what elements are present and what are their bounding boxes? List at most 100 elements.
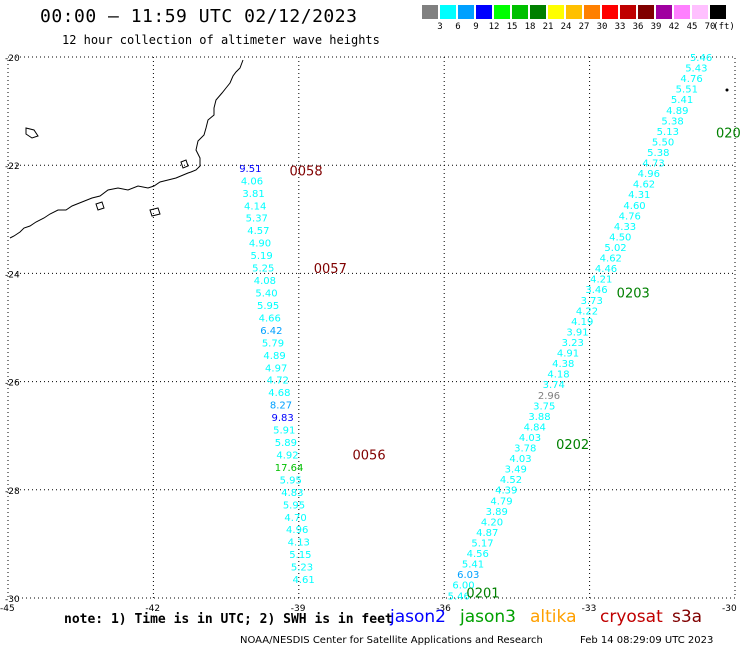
legend-label: 30 xyxy=(596,22,608,32)
satellite-name: altika xyxy=(530,607,577,627)
legend-swatch xyxy=(458,5,474,19)
wave-height-value: 5.41 xyxy=(462,560,484,571)
wave-height-value: 5.46 xyxy=(690,53,712,64)
satellite-name: jason3 xyxy=(460,607,516,627)
legend-label: 45 xyxy=(686,22,698,32)
legend-label: 6 xyxy=(455,22,461,32)
wave-height-value: 5.51 xyxy=(676,85,698,96)
wave-height-value: 4.03 xyxy=(519,433,541,444)
wave-height-value: 5.89 xyxy=(275,438,297,449)
wave-height-value: 4.62 xyxy=(600,254,622,265)
wave-height-value: 4.70 xyxy=(284,513,306,524)
wave-height-value: 5.40 xyxy=(255,288,277,299)
wave-height-value: 4.79 xyxy=(490,496,512,507)
wave-height-value: 2.96 xyxy=(538,391,560,402)
wave-height-value: 3.46 xyxy=(585,285,607,296)
wave-height-value: 4.61 xyxy=(293,575,315,586)
wave-height-value: 4.66 xyxy=(259,313,281,324)
wave-height-value: 5.91 xyxy=(273,426,295,437)
wave-height-value: 5.43 xyxy=(685,64,707,75)
legend-swatch xyxy=(512,5,528,19)
legend-swatch xyxy=(656,5,672,19)
satellite-name: s3a xyxy=(672,607,703,627)
wave-height-value: 5.95 xyxy=(283,500,305,511)
legend-label: 15 xyxy=(506,22,518,32)
legend-label: 21 xyxy=(542,22,554,32)
wave-height-value: 3.91 xyxy=(566,327,588,338)
legend-swatch xyxy=(674,5,690,19)
wave-height-value: 4.90 xyxy=(249,239,271,250)
footer-note: note: 1) Time is in UTC; 2) SWH is in fe… xyxy=(64,612,393,627)
wave-height-value: 4.96 xyxy=(286,525,308,536)
wave-height-value: 5.15 xyxy=(289,550,311,561)
wave-height-value: 4.52 xyxy=(500,475,522,486)
wave-height-value: 4.97 xyxy=(265,363,287,374)
map-grid xyxy=(8,57,735,598)
wave-height-value: 4.92 xyxy=(276,450,298,461)
wave-height-value: 3.23 xyxy=(562,338,584,349)
satellite-name: jason2 xyxy=(390,607,446,627)
wave-height-value: 4.73 xyxy=(642,159,664,170)
page-subtitle: 12 hour collection of altimeter wave hei… xyxy=(62,33,380,47)
legend-unit: (ft) xyxy=(713,22,735,32)
wave-height-value: 4.13 xyxy=(288,538,310,549)
wave-height-value: 5.17 xyxy=(471,539,493,550)
axis-labels: -20-22-24-26-28-30-45 -42 -39 -36 -33 -30 xyxy=(0,54,737,614)
legend-label: 33 xyxy=(614,22,626,32)
legend-swatch xyxy=(530,5,546,19)
wave-height-value: 4.20 xyxy=(481,517,503,528)
pass-time-label: 0057 xyxy=(314,262,347,277)
island-path xyxy=(95,201,105,211)
legend-swatch xyxy=(494,5,510,19)
pass-time-label: 0203 xyxy=(617,286,650,301)
map-frame xyxy=(7,56,736,599)
legend-swatch xyxy=(620,5,636,19)
pass-time-label: 0204 xyxy=(716,127,740,142)
legend-swatch xyxy=(548,5,564,19)
lon-tick-label: -42 xyxy=(145,604,160,614)
legend-label: 12 xyxy=(488,22,500,32)
wave-height-value: 4.68 xyxy=(268,388,290,399)
wave-height-value: 3.88 xyxy=(528,412,550,423)
page-title: 00:00 — 11:59 UTC 02/12/2023 xyxy=(40,6,358,27)
wave-height-value: 4.89 xyxy=(666,106,688,117)
wave-height-value: 5.37 xyxy=(246,214,268,225)
lat-tick-label: -24 xyxy=(5,270,20,280)
legend-label: 36 xyxy=(632,22,644,32)
wave-height-value: 4.21 xyxy=(590,275,612,286)
legend-label: 39 xyxy=(650,22,662,32)
wave-height-value: 4.08 xyxy=(254,276,276,287)
island-path xyxy=(25,127,39,139)
wave-height-value: 5.46 xyxy=(448,591,470,602)
lon-tick-label: -33 xyxy=(582,604,597,614)
wave-height-value: 4.84 xyxy=(524,422,546,433)
wave-height-value: 4.60 xyxy=(623,201,645,212)
lat-tick-label: -26 xyxy=(5,379,20,389)
wave-height-value: 5.19 xyxy=(251,251,273,262)
pass-time-label: 0056 xyxy=(353,449,386,464)
wave-height-value: 5.23 xyxy=(291,563,313,574)
lon-tick-label: -39 xyxy=(291,604,306,614)
legend-swatch xyxy=(440,5,456,19)
wave-height-value: 8.27 xyxy=(270,401,292,412)
wave-height-value: 4.39 xyxy=(495,486,517,497)
wave-height-value: 4.18 xyxy=(547,370,569,381)
wave-height-value: 3.75 xyxy=(533,401,555,412)
wave-height-value: 3.89 xyxy=(486,507,508,518)
wave-height-value: 5.02 xyxy=(604,243,626,254)
credit-text: NOAA/NESDIS Center for Satellite Applica… xyxy=(240,635,543,646)
wave-height-value: 4.96 xyxy=(638,169,660,180)
wave-height-value: 4.76 xyxy=(619,211,641,222)
wave-height-value: 4.31 xyxy=(628,190,650,201)
legend-swatch xyxy=(566,5,582,19)
wave-height-value: 5.95 xyxy=(257,301,279,312)
wave-height-value: 4.87 xyxy=(476,528,498,539)
lon-tick-label: -36 xyxy=(436,604,451,614)
legend-label: 42 xyxy=(668,22,680,32)
legend-label: 9 xyxy=(473,22,479,32)
wave-height-value: 6.03 xyxy=(457,570,479,581)
wave-height-value: 3.81 xyxy=(242,189,264,200)
lon-tick-label: -45 xyxy=(0,604,15,614)
wave-height-value: 4.46 xyxy=(595,264,617,275)
